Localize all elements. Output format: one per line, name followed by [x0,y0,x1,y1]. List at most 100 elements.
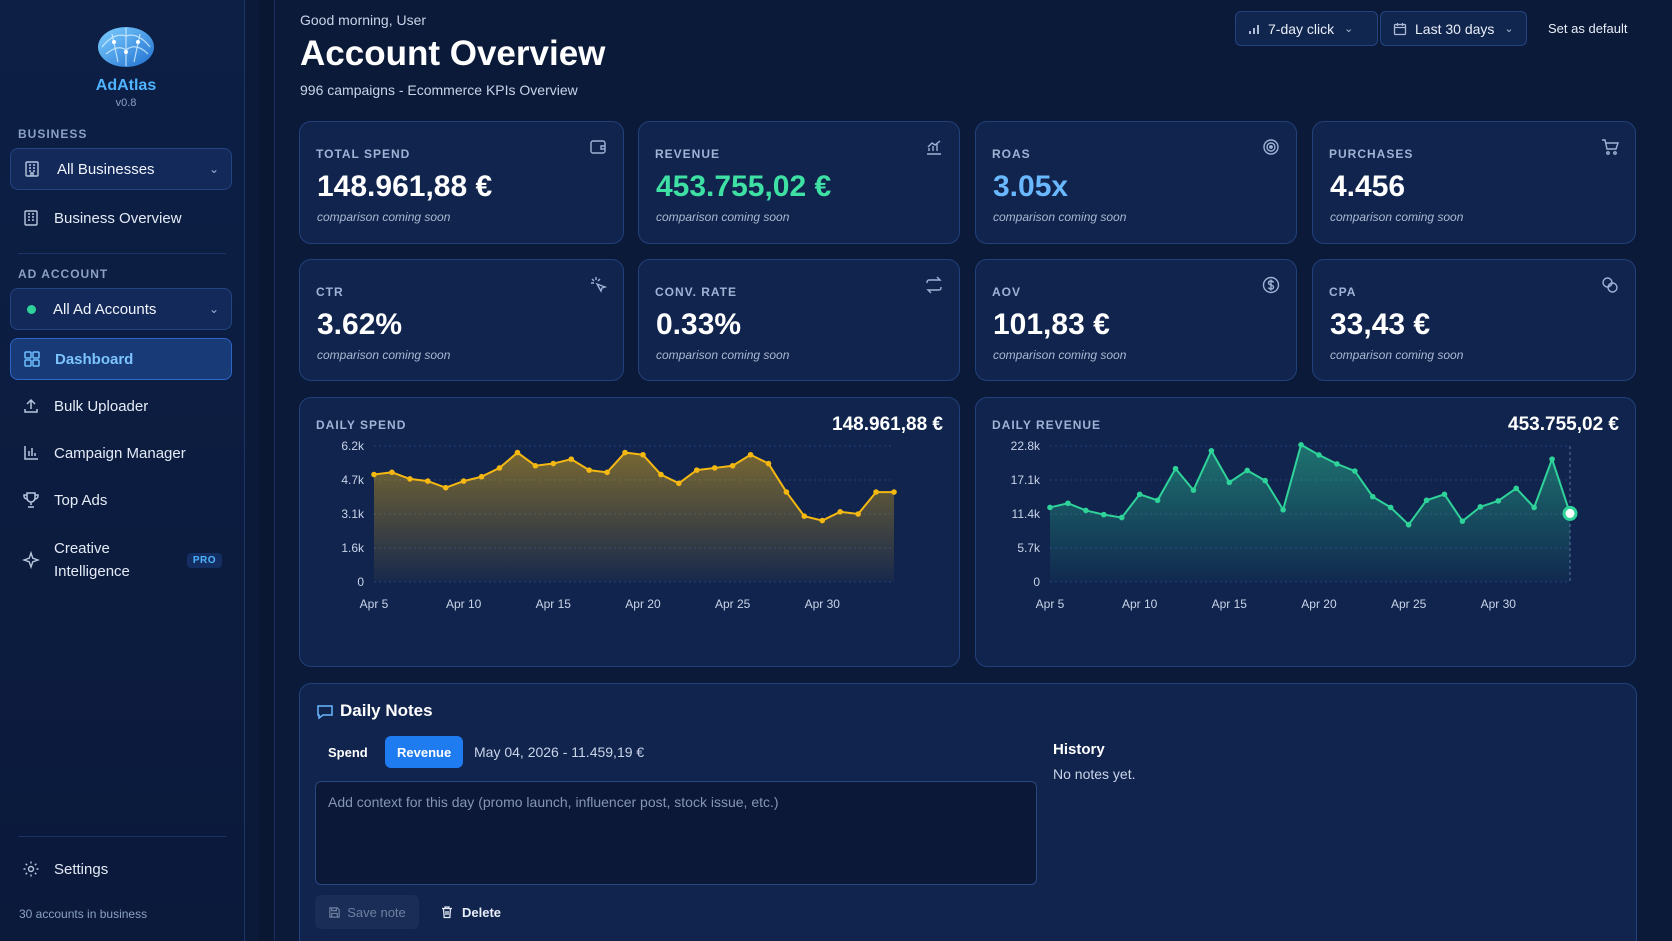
attribution-select[interactable]: 7-day click ⌄ [1235,11,1378,46]
data-point [1513,485,1520,492]
delete-note-button[interactable]: Delete [440,895,501,929]
kpi-label: TOTAL SPEND [316,147,411,161]
sidebar-item-label: Settings [54,860,109,878]
data-point [1334,461,1340,467]
y-tick-label: 1.6k [341,541,365,555]
business-select[interactable]: All Businesses ⌄ [10,148,232,190]
page-subtitle: 996 campaigns - Ecommerce KPIs Overview [300,82,578,98]
series-area [1050,444,1570,582]
sidebar-item-campaign-manager[interactable]: Campaign Manager [10,432,232,474]
sidebar-item-settings[interactable]: Settings [10,848,232,890]
sidebar-item-bulk-uploader[interactable]: Bulk Uploader [10,385,232,427]
kpi-value: 453.755,02 € [656,170,832,203]
building-icon [23,160,45,178]
ad-account-select-value: All Ad Accounts [53,300,157,318]
data-point [693,467,700,473]
ad-account-select[interactable]: All Ad Accounts ⌄ [10,288,232,330]
data-point [819,517,826,524]
trophy-icon [20,490,42,510]
data-point [676,480,682,487]
data-point [1352,468,1358,474]
sidebar-item-dashboard[interactable]: Dashboard [10,338,232,380]
chart-total: 453.755,02 € [1508,414,1619,435]
data-point [1262,477,1268,484]
data-point [801,513,808,519]
kpi-sub: comparison coming soon [993,348,1127,362]
data-point [1459,518,1466,524]
chevron-down-icon: ⌄ [208,302,219,316]
x-tick-label: Apr 30 [805,597,841,611]
data-point [1244,467,1251,474]
x-tick-label: Apr 10 [446,597,482,611]
save-note-label: Save note [347,904,406,920]
gear-icon [20,859,42,879]
sidebar-item-label-wrap: Creative Intelligence [54,537,130,583]
data-point [1441,491,1448,498]
date-range-value: Last 30 days [1415,20,1495,37]
trend-icon [927,140,941,155]
data-point [1405,521,1412,528]
sidebar-item-top-ads[interactable]: Top Ads [10,479,232,521]
data-point [1047,504,1053,511]
tab-spend[interactable]: Spend [328,744,368,760]
y-tick-label: 4.7k [341,473,365,487]
save-note-button[interactable]: Save note [315,895,419,929]
data-point [1280,507,1286,513]
kpi-label: PURCHASES [1329,147,1414,161]
kpi-sub: comparison coming soon [1330,348,1464,362]
note-input[interactable] [315,781,1037,885]
business-overview-link[interactable]: Business Overview [10,197,232,239]
date-range-select[interactable]: Last 30 days ⌄ [1380,11,1527,46]
kpi-label: AOV [992,285,1022,299]
chart-title: DAILY REVENUE [992,418,1102,432]
data-point [1531,504,1537,511]
x-tick-label: Apr 5 [1036,597,1065,611]
data-point [711,465,718,471]
sidebar-item-creative-intelligence[interactable]: Creative Intelligence PRO [10,535,232,585]
coins-icon [1602,277,1618,293]
data-point [532,462,539,469]
chart-total: 148.961,88 € [832,414,943,435]
bar-chart-icon [20,443,42,463]
kpi-card-cpa: CPA 33,43 € comparison coming soon [1312,259,1636,381]
daily-revenue-chart: 0 5.7k 11.4k 17.1k 22.8k Apr 5 Apr 10 Apr 15 Apr… [1011,439,1578,611]
data-point [1154,497,1161,504]
divider [18,253,226,254]
daily-spend-chart: 0 1.6k 3.1k 4.7k 6.2k Apr 5 Apr 10 Apr 15 Apr 20… [341,439,897,611]
attribution-value: 7-day click [1268,20,1335,37]
kpi-value: 33,43 € [1330,308,1431,341]
chart-title: DAILY SPEND [316,418,407,432]
data-point [1495,498,1502,504]
chevron-down-icon: ⌄ [208,162,219,176]
y-tick-label: 17.1k [1011,473,1041,487]
page-title: Account Overview [300,34,606,73]
status-dot-icon [27,304,36,314]
sidebar-item-label-line1: Creative [54,540,110,557]
kpi-value: 148.961,88 € [317,170,493,203]
x-tick-label: Apr 20 [1301,597,1337,611]
kpi-sub: comparison coming soon [317,348,451,362]
greeting: Good morning, User [300,12,427,28]
y-tick-label: 0 [357,575,364,589]
chart-card-daily-revenue: 0 5.7k 11.4k 17.1k 22.8k Apr 5 Apr 10 Apr 15 Apr… [975,397,1636,667]
sidebar: AdAtlas v0.8 BUSINESS All Businesses ⌄ B… [0,0,245,941]
kpi-card-purchases: PURCHASES 4.456 comparison coming soon [1312,121,1636,244]
data-point [658,471,664,478]
kpi-sub: comparison coming soon [1330,210,1464,224]
history-title: History [1053,741,1105,758]
business-overview-label: Business Overview [54,209,182,227]
brain-logo-icon [98,27,154,67]
data-point [873,489,879,495]
set-default-button[interactable]: Set as default [1548,21,1628,36]
x-tick-label: Apr 5 [360,597,389,611]
kpi-value: 0.33% [656,308,742,341]
chevron-down-icon: ⌄ [1504,23,1514,35]
x-tick-label: Apr 15 [1212,597,1248,611]
brand[interactable]: AdAtlas v0.8 [85,22,167,109]
data-point [729,462,736,469]
x-tick-label: Apr 10 [1122,597,1158,611]
sparkle-icon [20,550,42,570]
dollar-icon [1262,276,1280,294]
y-tick-label: 5.7k [1017,541,1041,555]
tab-revenue[interactable]: Revenue [385,736,464,768]
